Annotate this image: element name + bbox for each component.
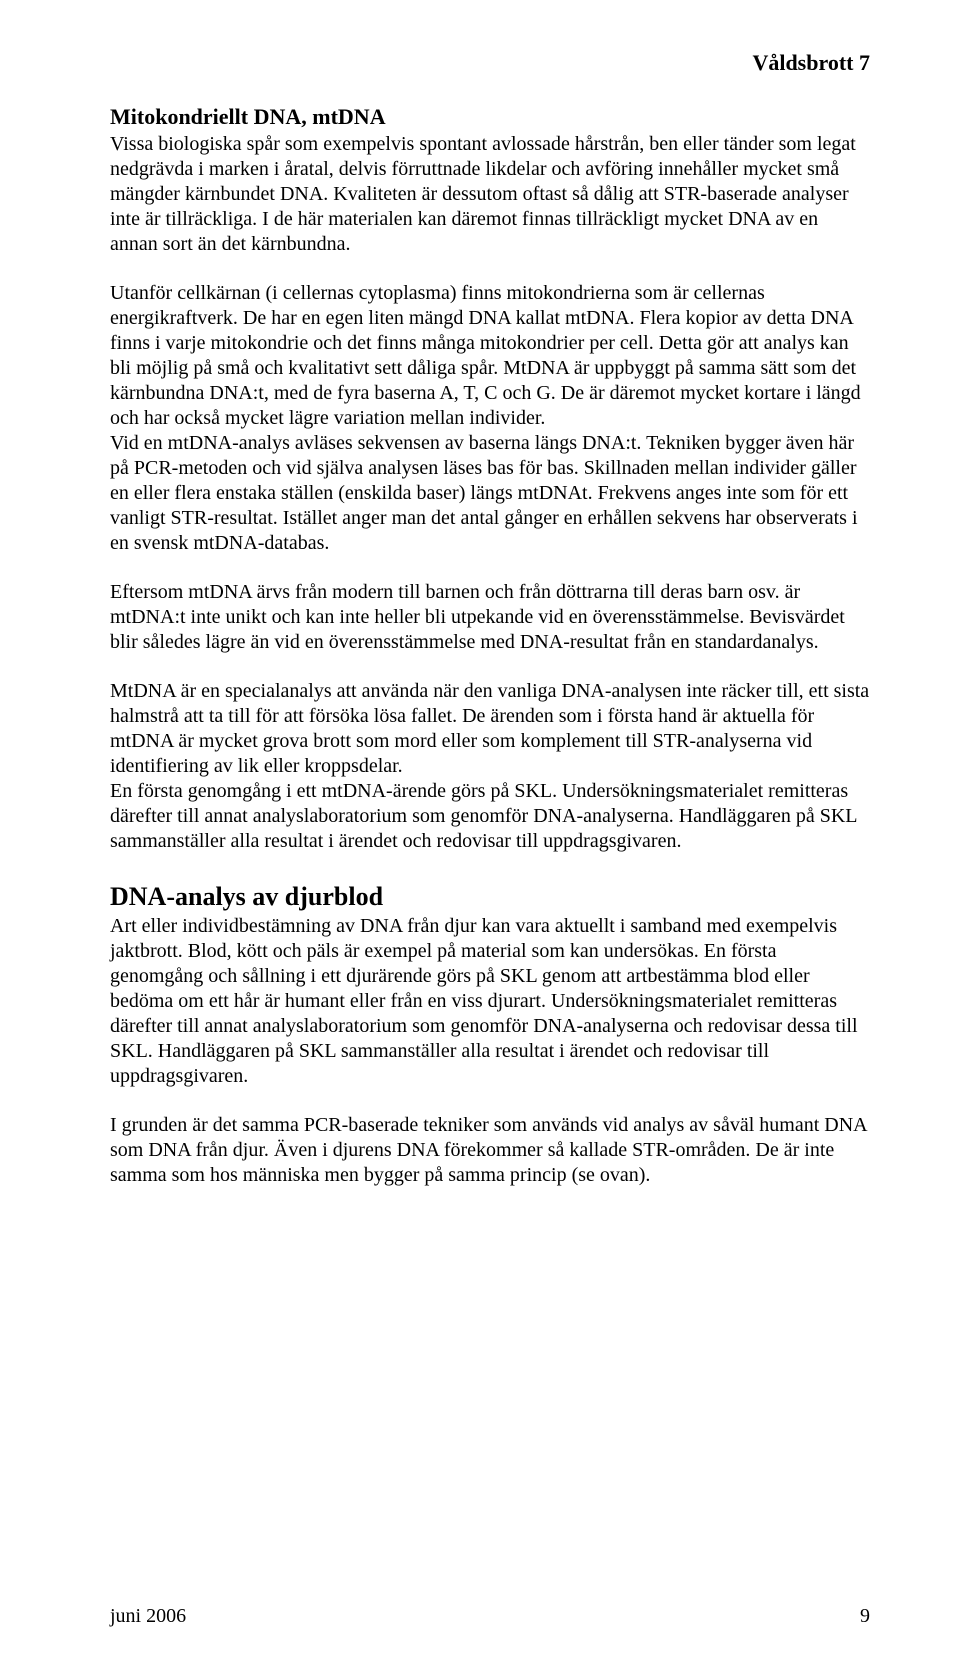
content-body: Mitokondriellt DNA, mtDNAVissa biologisk…	[110, 104, 870, 1188]
body-paragraph: Eftersom mtDNA ärvs från modern till bar…	[110, 580, 870, 655]
section-heading: DNA-analys av djurblod	[110, 882, 870, 912]
section-heading: Mitokondriellt DNA, mtDNA	[110, 104, 870, 130]
body-paragraph: I grunden är det samma PCR-baserade tekn…	[110, 1113, 870, 1188]
footer-date: juni 2006	[110, 1605, 186, 1628]
body-paragraph: Vid en mtDNA-analys avläses sekvensen av…	[110, 431, 870, 556]
footer-page-number: 9	[860, 1605, 870, 1628]
body-paragraph: Utanför cellkärnan (i cellernas cytoplas…	[110, 281, 870, 431]
body-paragraph: Vissa biologiska spår som exempelvis spo…	[110, 132, 870, 257]
body-paragraph: En första genomgång i ett mtDNA-ärende g…	[110, 779, 870, 854]
page-footer: juni 2006 9	[110, 1605, 870, 1628]
body-paragraph: Art eller individbestämning av DNA från …	[110, 914, 870, 1089]
page-header-right: Våldsbrott 7	[110, 50, 870, 76]
body-paragraph: MtDNA är en specialanalys att använda nä…	[110, 679, 870, 779]
